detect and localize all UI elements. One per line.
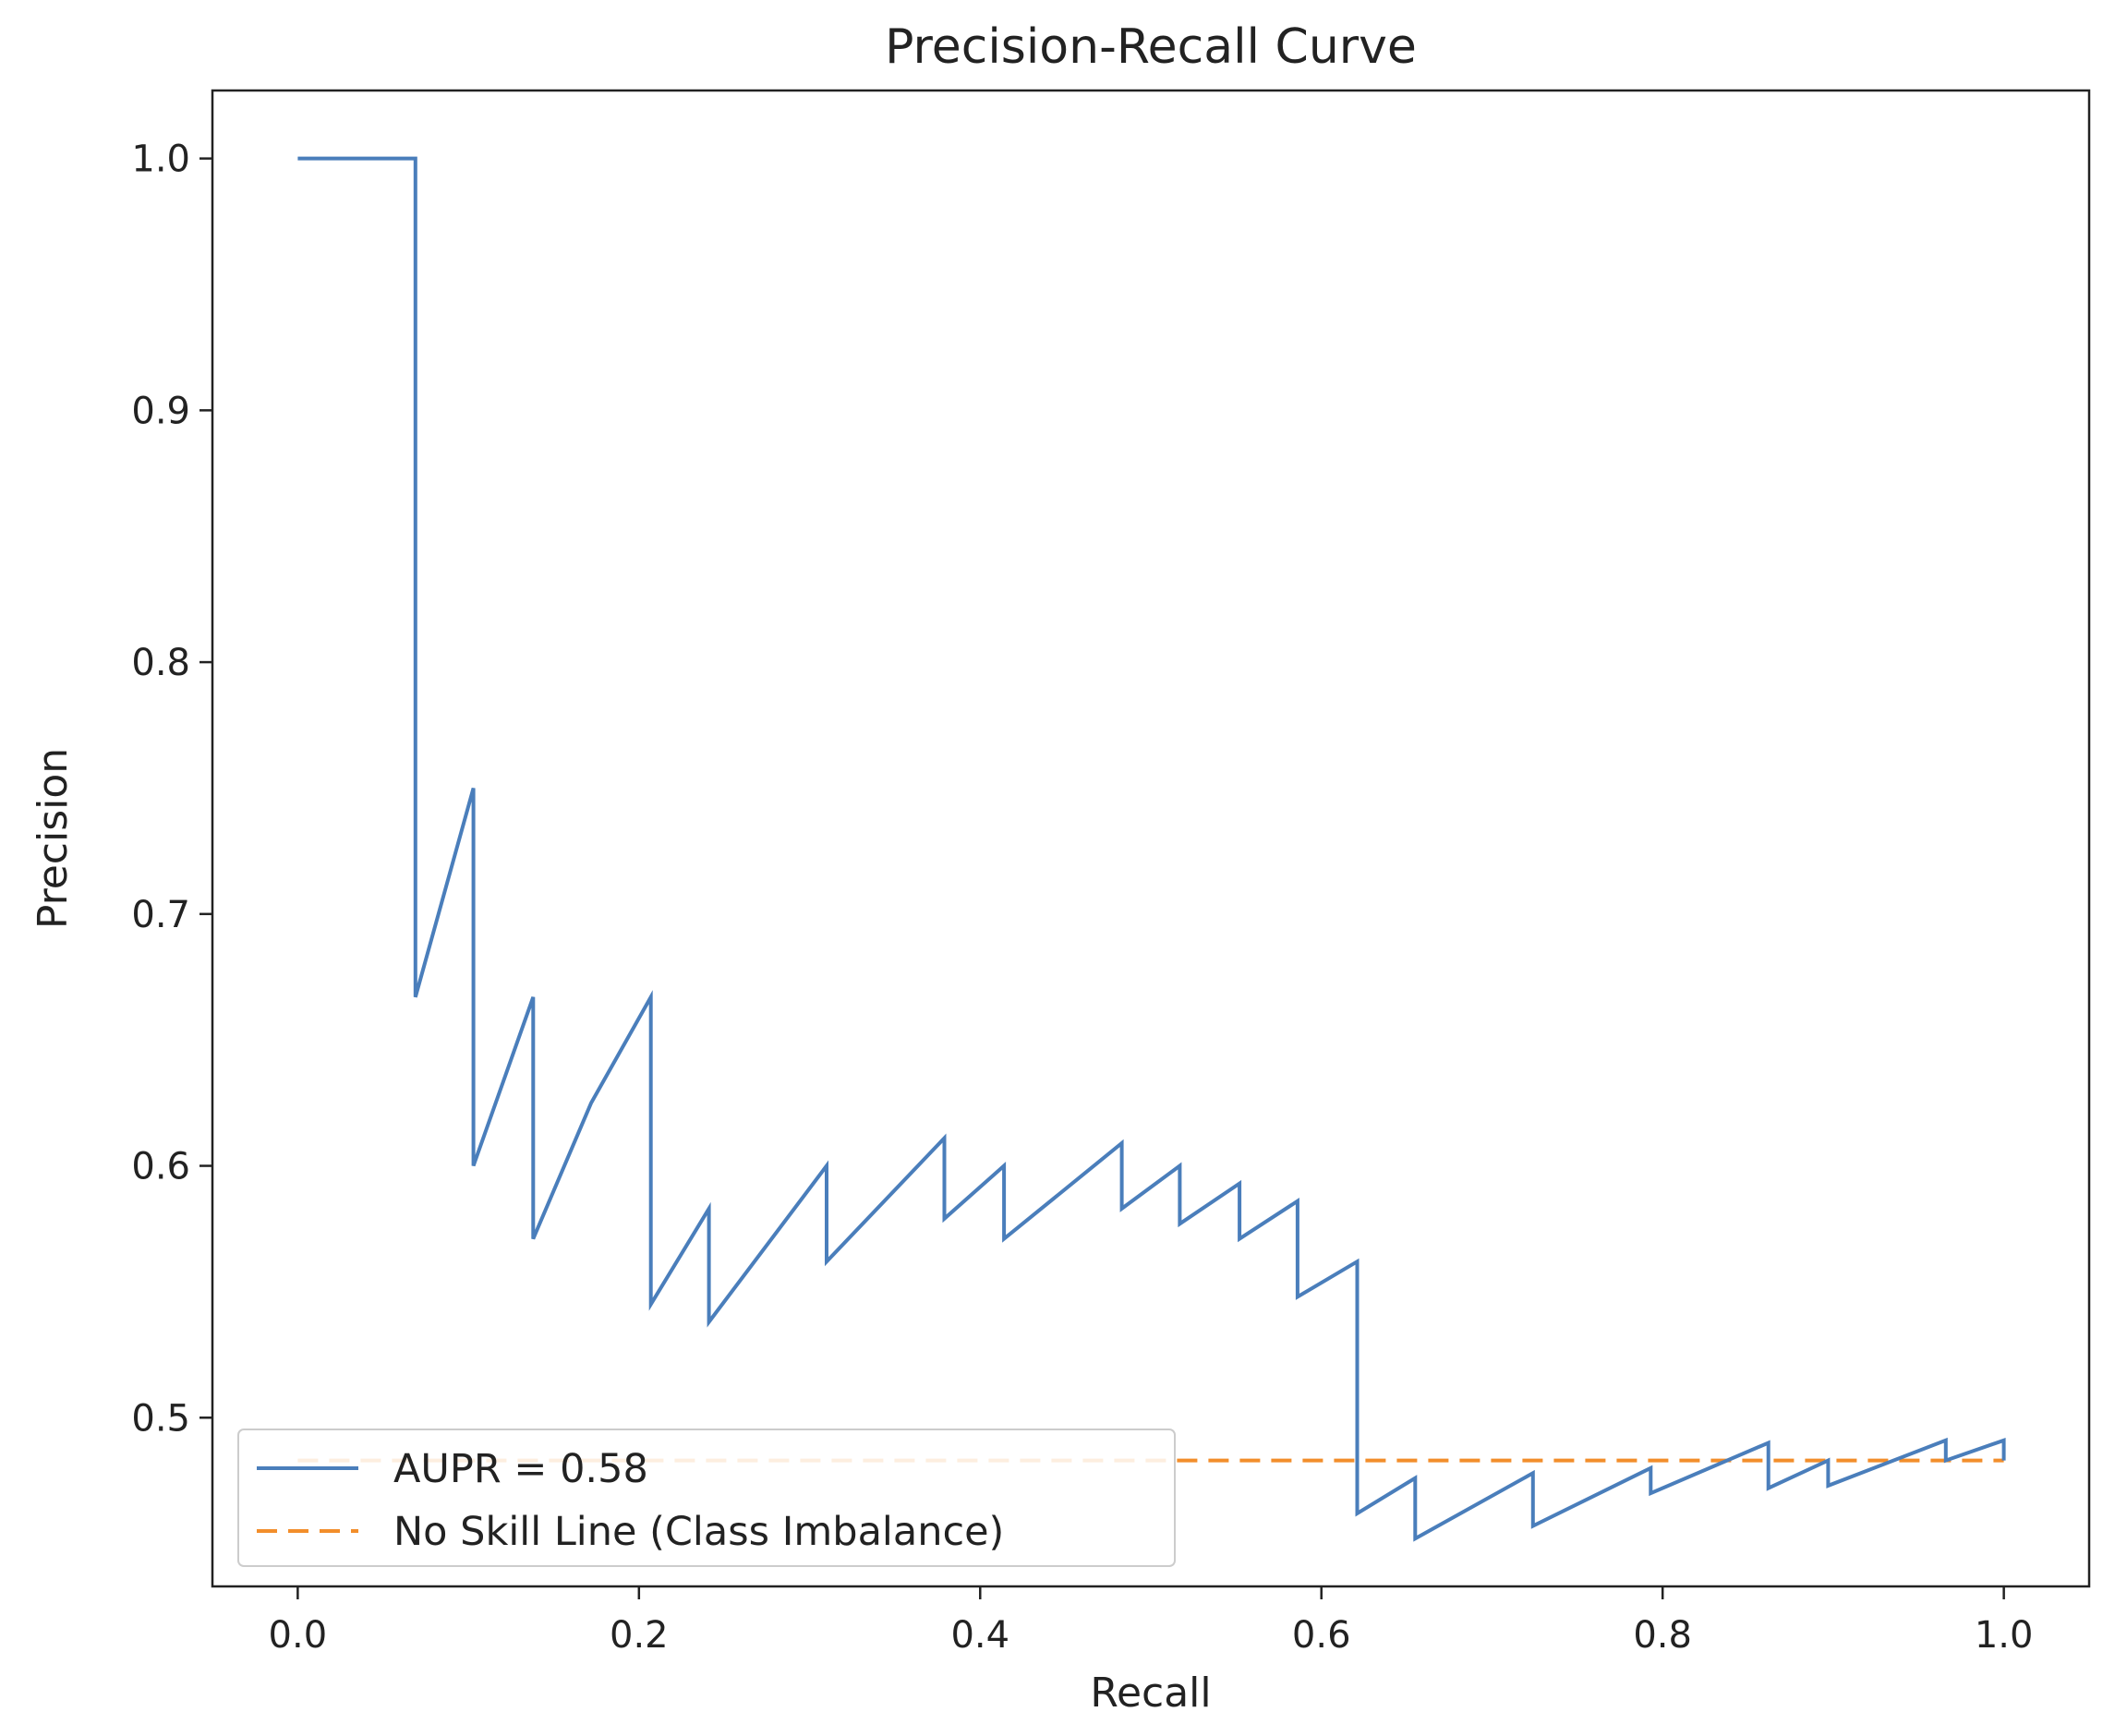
- x-tick-label: 0.4: [950, 1614, 1009, 1657]
- x-tick-label: 1.0: [1975, 1614, 2034, 1657]
- x-axis-ticks: 0.0 0.2 0.4 0.6 0.8 1.0: [269, 1586, 2034, 1657]
- y-tick-label: 0.8: [131, 642, 190, 684]
- x-axis-label: Recall: [1090, 1670, 1211, 1717]
- y-axis-ticks: 0.5 0.6 0.7 0.8 0.9 1.0: [131, 139, 212, 1440]
- plot-area: [211, 89, 2091, 1588]
- legend-label: AUPR = 0.58: [393, 1446, 648, 1492]
- chart-title: Precision-Recall Curve: [885, 19, 1417, 75]
- x-tick-label: 0.0: [269, 1614, 328, 1657]
- plot-frame: [211, 89, 2091, 1588]
- y-tick-label: 0.9: [131, 390, 190, 432]
- x-tick-label: 0.2: [610, 1614, 669, 1657]
- y-tick-label: 1.0: [131, 139, 190, 181]
- y-tick-label: 0.6: [131, 1146, 190, 1188]
- pr-curve-line: [297, 156, 2006, 1542]
- y-tick-label: 0.5: [131, 1397, 190, 1440]
- legend-label: No Skill Line (Class Imbalance): [393, 1509, 1004, 1555]
- x-tick-label: 0.8: [1633, 1614, 1692, 1657]
- x-tick-label: 0.6: [1292, 1614, 1351, 1657]
- y-tick-label: 0.7: [131, 894, 190, 936]
- legend-box: [237, 1429, 1176, 1567]
- series-layer: [297, 156, 2006, 1542]
- legend: AUPR = 0.58 No Skill Line (Class Imbalanc…: [237, 1429, 1176, 1567]
- y-axis-label: Precision: [30, 748, 77, 929]
